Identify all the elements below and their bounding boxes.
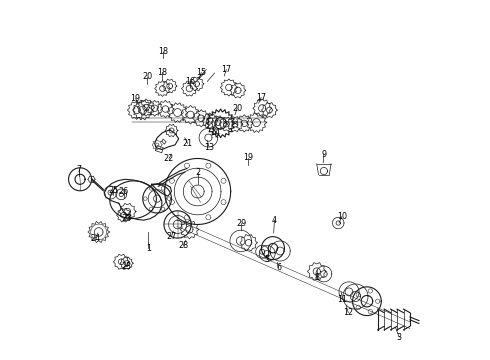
Text: 10: 10 bbox=[337, 212, 347, 221]
Text: 28: 28 bbox=[178, 241, 188, 250]
Text: 23: 23 bbox=[121, 214, 131, 223]
Text: 18: 18 bbox=[158, 47, 168, 56]
Text: 24: 24 bbox=[90, 234, 100, 243]
Text: 6: 6 bbox=[276, 264, 281, 273]
Text: 9: 9 bbox=[321, 150, 326, 159]
Text: 17: 17 bbox=[256, 93, 266, 102]
Text: 3: 3 bbox=[397, 333, 402, 342]
Text: 26: 26 bbox=[119, 187, 129, 196]
Text: 7: 7 bbox=[77, 165, 82, 174]
Text: 19: 19 bbox=[243, 153, 253, 162]
Text: 20: 20 bbox=[143, 72, 152, 81]
Text: 29: 29 bbox=[236, 219, 246, 228]
Text: 1: 1 bbox=[146, 244, 151, 253]
Text: 23: 23 bbox=[121, 262, 131, 271]
Text: 13: 13 bbox=[204, 143, 214, 152]
Text: 4: 4 bbox=[272, 216, 277, 225]
Text: 17: 17 bbox=[221, 65, 231, 74]
Text: 20: 20 bbox=[232, 104, 242, 113]
Text: 18: 18 bbox=[157, 68, 167, 77]
Text: 21: 21 bbox=[183, 139, 193, 148]
Text: 11: 11 bbox=[338, 294, 347, 303]
Text: 5: 5 bbox=[265, 255, 270, 264]
Text: 27: 27 bbox=[167, 232, 176, 241]
Text: 22: 22 bbox=[164, 154, 174, 163]
Text: 12: 12 bbox=[343, 308, 353, 317]
Text: 14: 14 bbox=[211, 128, 220, 137]
Text: 15: 15 bbox=[196, 68, 206, 77]
Text: 16: 16 bbox=[186, 77, 196, 86]
Text: 2: 2 bbox=[195, 168, 200, 177]
Text: 25: 25 bbox=[108, 185, 118, 194]
Text: 19: 19 bbox=[130, 94, 141, 103]
Text: 8: 8 bbox=[314, 273, 319, 282]
